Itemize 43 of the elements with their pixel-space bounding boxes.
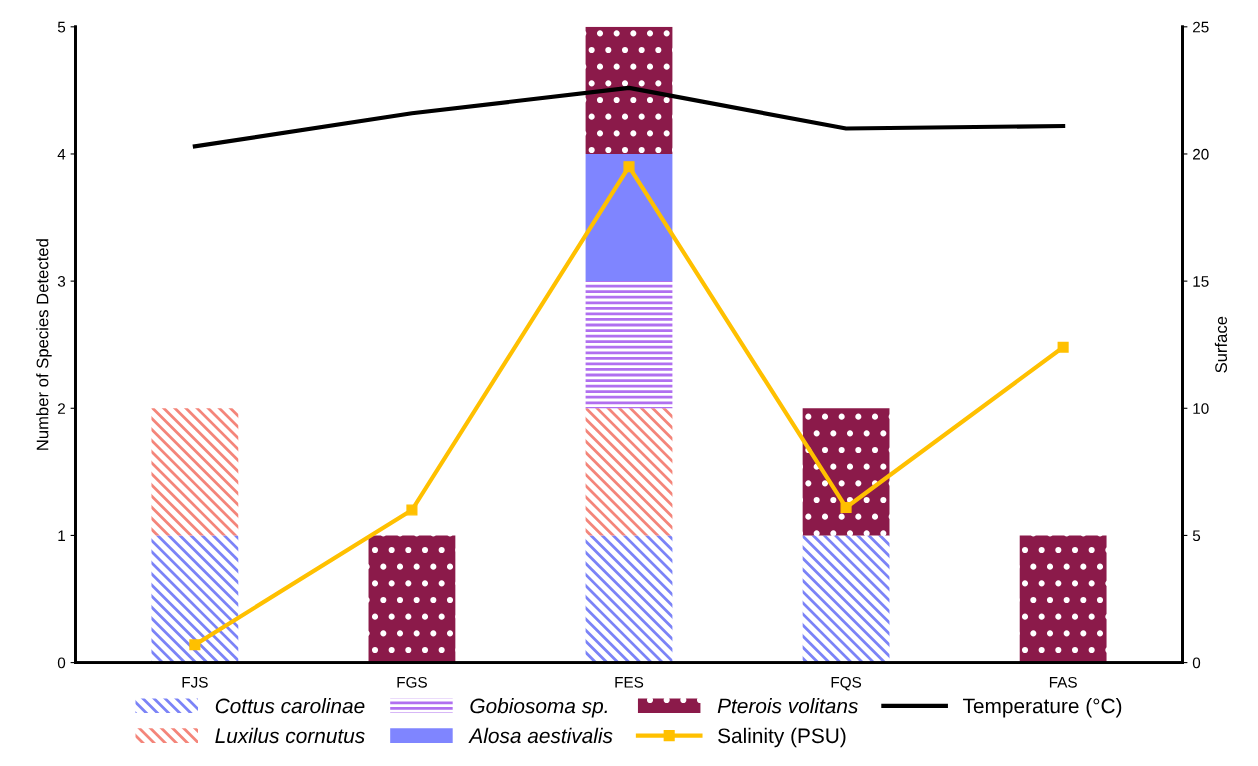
legend-label: Gobiosoma sp. [470, 697, 607, 718]
point [1057, 341, 1069, 353]
legend-label: Cottus carolinae [215, 697, 365, 714]
y2-tick-label: 10 [1193, 403, 1209, 414]
x-tick-label: FQS [831, 676, 862, 691]
bar [585, 153, 673, 282]
y-tick-label: 4 [57, 148, 66, 160]
bar [151, 408, 239, 536]
x-tick-label: FJS [182, 676, 208, 688]
y2-axis-title: Surface [1214, 316, 1228, 373]
legend-label: Pterois volitans [717, 697, 858, 714]
legend-label: Alosa aestivalis [468, 727, 613, 744]
y-tick-label: 0 [57, 657, 66, 669]
point [840, 501, 852, 514]
legend-label: Luxilus cornutus [215, 727, 365, 744]
bar [585, 535, 673, 663]
legend-label: Temperature (°C) [963, 697, 1122, 718]
line-series [192, 85, 1066, 149]
x-tick-label: FAS [1049, 676, 1077, 688]
y2-tick-label: 25 [1193, 21, 1209, 33]
y2-tick-label: 15 [1193, 276, 1209, 287]
bar [585, 408, 673, 536]
bar [368, 535, 456, 663]
bar [802, 535, 890, 663]
y-tick-label: 2 [58, 403, 65, 414]
point [623, 161, 635, 173]
point [406, 504, 418, 516]
y-tick-label: 1 [58, 530, 66, 541]
bar [151, 535, 239, 663]
y-axis-title: Number of Species Detected [36, 239, 52, 450]
bar [585, 26, 673, 154]
y2-tick-label: 5 [1192, 530, 1201, 542]
x-tick-label: FGS [397, 676, 427, 688]
y2-tick-label: 0 [1192, 657, 1201, 669]
legend-label: Salinity (PSU) [718, 727, 846, 748]
point [189, 639, 201, 651]
y2-tick-label: 20 [1193, 148, 1209, 160]
bar [802, 408, 890, 536]
bar [585, 281, 673, 409]
x-tick-label: FES [615, 676, 644, 688]
bar [1019, 535, 1107, 663]
y-tick-label: 3 [57, 275, 66, 287]
y-tick-label: 5 [57, 21, 66, 33]
